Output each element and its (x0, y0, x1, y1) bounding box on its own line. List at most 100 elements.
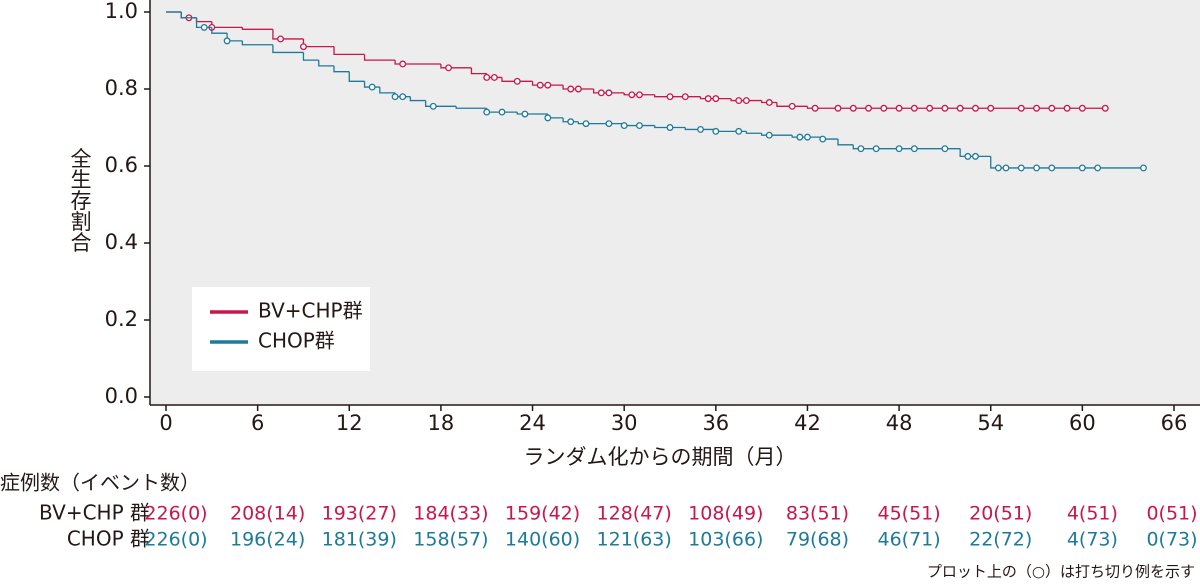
censor-mark (704, 95, 712, 103)
censor-mark (1101, 104, 1109, 112)
km-step (180, 12, 197, 19)
km-step (760, 133, 793, 136)
km-step (394, 60, 441, 65)
km-step (654, 125, 686, 129)
km-step (531, 81, 564, 86)
km-step (424, 100, 457, 107)
km-step (272, 44, 304, 54)
risk-cell: 83(51) (786, 503, 849, 525)
risk-cell: 45(51) (877, 503, 940, 525)
y-tick-label: 0.2 (105, 307, 138, 331)
risk-cell: 196(24) (230, 529, 305, 551)
censor-mark (964, 152, 972, 160)
km-step (333, 65, 350, 73)
risk-cell: 140(60) (505, 529, 580, 551)
km-step (272, 29, 304, 40)
censor-mark (865, 104, 872, 112)
censor-mark (926, 104, 934, 112)
legend-label: BV+CHP群 (258, 299, 363, 323)
censor-mark (895, 104, 903, 112)
x-tick-label: 18 (428, 411, 455, 435)
censor-mark (636, 91, 643, 99)
y-tick-label: 0.4 (105, 230, 138, 254)
censor-mark (399, 93, 407, 101)
censor-mark (1002, 164, 1010, 172)
censor-mark (605, 89, 613, 97)
footnote: プロット上の（○）は打ち切り例を示す (927, 563, 1195, 581)
censor-mark (857, 145, 865, 153)
km-step (348, 71, 365, 82)
km-step (791, 135, 823, 138)
km-step (501, 77, 533, 82)
censor-mark (1017, 164, 1025, 172)
censor-mark (796, 133, 804, 141)
censor-mark (742, 97, 750, 104)
censor-mark (200, 23, 208, 31)
risk-cell: 0(73) (1146, 529, 1197, 551)
x-tick-label: 0 (159, 411, 172, 435)
km-step (959, 148, 991, 158)
km-step (684, 127, 716, 131)
censor-mark (483, 73, 491, 81)
censor-mark (987, 104, 995, 112)
km-step (745, 131, 762, 134)
km-step (241, 27, 273, 30)
censor-mark (521, 110, 529, 118)
censor-mark (368, 83, 376, 91)
censor-mark (972, 152, 979, 160)
censor-mark (872, 145, 880, 153)
censor-mark (804, 133, 811, 141)
censor-mark (490, 73, 498, 81)
risk-cell: 181(39) (322, 529, 397, 551)
x-tick-label: 60 (1069, 411, 1096, 435)
censor-mark (483, 108, 491, 116)
censor-mark (536, 81, 544, 89)
censor-mark (429, 102, 437, 110)
censor-mark (712, 95, 720, 103)
censor-mark (666, 124, 674, 131)
censor-mark (1017, 104, 1025, 112)
censor-mark (391, 93, 399, 101)
censor-mark (544, 81, 552, 89)
x-tick-label: 66 (1161, 411, 1188, 435)
x-tick-label: 42 (794, 411, 821, 435)
km-step (699, 96, 732, 100)
censor-mark (735, 127, 743, 135)
risk-cell: 20(51) (969, 503, 1032, 525)
risk-cell: 4(51) (1067, 503, 1118, 525)
censor-mark (666, 93, 674, 101)
censor-mark (582, 120, 590, 128)
censor-mark (574, 85, 582, 93)
censor-mark (681, 93, 689, 101)
censor-mark (1063, 104, 1071, 112)
censor-mark (567, 118, 575, 126)
censor-mark (498, 108, 506, 116)
y-tick-label: 0.8 (105, 76, 138, 100)
km-step (318, 60, 334, 67)
censor-mark (277, 35, 284, 43)
risk-cell: 121(63) (597, 529, 672, 551)
censor-mark (819, 135, 827, 143)
censor-mark (1048, 164, 1056, 172)
censor-mark (910, 104, 918, 112)
legend-label: CHOP群 (258, 329, 335, 353)
censor-mark (1048, 104, 1056, 112)
censor-mark (712, 127, 720, 135)
risk-row-label: BV+CHP 群 (39, 501, 150, 525)
censor-mark (910, 145, 918, 153)
risk-cell: 226(0) (144, 529, 207, 551)
y-tick-label: 0.6 (105, 153, 138, 177)
risk-cell: 184(33) (413, 503, 488, 525)
censor-mark (697, 125, 704, 133)
risk-cell: 22(72) (969, 529, 1032, 551)
censor-mark (895, 145, 903, 153)
km-step (990, 156, 1144, 169)
km-step (440, 63, 472, 69)
risk-row-label: CHOP 群 (67, 527, 150, 551)
km-step (211, 27, 228, 34)
censor-mark (765, 99, 773, 106)
censor-mark (849, 104, 857, 112)
x-tick-label: 36 (702, 411, 729, 435)
km-step (562, 85, 594, 90)
